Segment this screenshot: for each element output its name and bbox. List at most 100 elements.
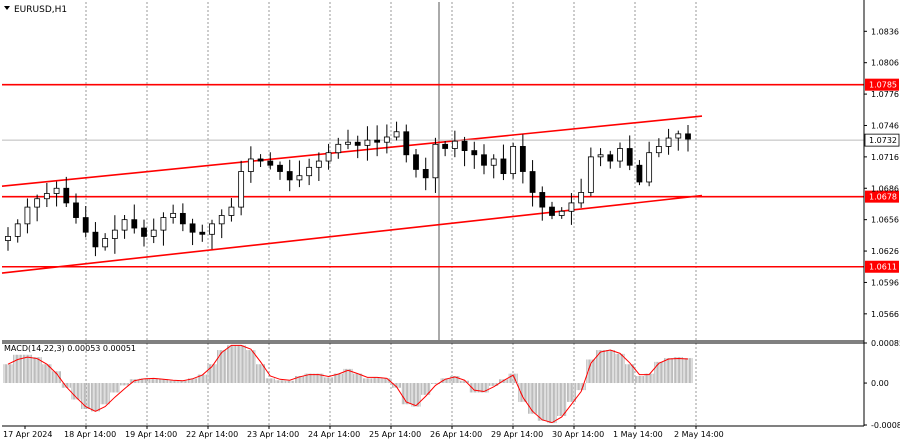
candle-body — [675, 133, 682, 139]
candle-body — [277, 164, 283, 172]
candle-body — [82, 217, 89, 233]
candle-body — [442, 143, 449, 149]
candle-body — [461, 140, 468, 151]
time-tick-label: 30 Apr 14:00 — [552, 430, 604, 439]
candle-body — [63, 187, 70, 204]
candle-body — [383, 136, 390, 143]
price-tick-label: 1.0776 — [871, 90, 899, 99]
candle-body — [131, 219, 138, 229]
candle-body — [529, 171, 536, 193]
channel-line — [1, 115, 703, 187]
candle-body — [5, 236, 11, 241]
candle-body — [267, 160, 274, 166]
macd-tick-label: 0.00 — [871, 379, 889, 388]
candle-body — [568, 202, 575, 212]
candle-body — [413, 154, 419, 170]
candle-body — [471, 150, 478, 156]
price-tick-label: 1.0746 — [871, 121, 899, 130]
candle-body — [238, 171, 245, 208]
candle-body — [179, 212, 186, 225]
candle-body — [257, 158, 264, 162]
macd-tick-label: -0.00089 — [871, 421, 900, 430]
candle-body — [451, 140, 458, 149]
level-tag-label: 1.0611 — [869, 263, 897, 272]
candle-body — [306, 166, 313, 177]
candle-body — [422, 169, 429, 179]
candle-body — [393, 131, 400, 138]
candle-body — [519, 146, 526, 172]
time-tick-label: 26 Apr 14:00 — [430, 430, 482, 439]
time-tick-label: 29 Apr 14:00 — [491, 430, 543, 439]
candle-body — [286, 171, 293, 181]
candle-body — [665, 137, 672, 147]
candle-body — [315, 160, 322, 168]
candle-body — [617, 148, 623, 162]
candle-body — [597, 154, 604, 158]
candle-body — [189, 223, 196, 233]
candle-body — [578, 192, 585, 204]
candle-body — [228, 206, 235, 216]
candle-body — [73, 202, 79, 218]
time-tick-label: 19 Apr 14:00 — [125, 430, 177, 439]
candle-body — [24, 206, 31, 225]
candle-body — [247, 158, 254, 172]
macd-axis: 0.00085 0.00 -0.00089 — [864, 339, 900, 430]
price-tick-label: 1.0626 — [871, 247, 899, 256]
candle-body — [34, 198, 41, 208]
level-tag — [865, 190, 899, 203]
time-tick-label: 25 Apr 14:00 — [369, 430, 421, 439]
candle-body — [102, 238, 109, 248]
candle-body — [43, 193, 50, 200]
macd-tick-label: 0.00085 — [871, 339, 900, 348]
candle-body — [218, 215, 225, 225]
candle-body — [510, 146, 517, 175]
price-tick-label: 1.0656 — [871, 216, 899, 225]
candle-body — [636, 164, 643, 183]
price-tick-label: 1.0836 — [871, 27, 899, 36]
price-tick-label: 1.0806 — [871, 59, 899, 68]
level-tag — [865, 260, 899, 273]
candle-body — [354, 141, 361, 146]
candle-body — [655, 146, 662, 154]
price-tick-label: 1.0566 — [871, 310, 899, 319]
candle-body — [335, 143, 342, 154]
horizontal-levels: 1.0785 1.0678 1.0611 1.0732 — [2, 78, 900, 273]
candle-body — [481, 154, 487, 166]
candle-body — [490, 158, 497, 166]
candle-body — [296, 175, 303, 181]
channel-lines — [1, 115, 703, 274]
price-tick-label: 1.0596 — [871, 278, 899, 287]
channel-line — [1, 194, 703, 274]
price-tick-label: 1.0686 — [871, 184, 899, 193]
candle-body — [685, 133, 691, 140]
candle-body — [646, 152, 653, 183]
candle-body — [558, 210, 565, 216]
candle-body — [92, 231, 99, 248]
chart-title: EURUSD,H1 — [14, 5, 67, 15]
candle-body — [549, 206, 555, 216]
candle-body — [141, 227, 147, 237]
price-tick-label: 1.0716 — [871, 153, 899, 162]
macd-histogram — [3, 344, 693, 424]
macd-label: MACD(14,22,3) 0.00053 0.00051 — [4, 344, 136, 353]
candle-body — [626, 148, 633, 166]
time-tick-label: 22 Apr 14:00 — [186, 430, 238, 439]
time-tick-label: 24 Apr 14:00 — [308, 430, 360, 439]
candle-body — [587, 156, 594, 193]
level-tag-label: 1.0785 — [869, 81, 897, 90]
candle-body — [111, 229, 118, 239]
candle-body — [14, 223, 21, 237]
candlesticks — [5, 121, 691, 257]
candle-body — [160, 217, 167, 231]
candle-body — [403, 131, 410, 156]
time-tick-label: 18 Apr 14:00 — [64, 430, 116, 439]
candle-body — [500, 158, 507, 175]
main-grid — [85, 2, 697, 340]
price-axis: 1.0836 1.0806 1.0776 1.0746 1.0716 1.0686 1.06… — [864, 27, 899, 319]
candle-body — [539, 192, 546, 208]
time-tick-label: 2 May 14:00 — [674, 430, 724, 439]
candle-body — [199, 231, 206, 235]
macd-signal-line — [7, 344, 689, 424]
time-tick-label: 1 May 14:00 — [613, 430, 663, 439]
